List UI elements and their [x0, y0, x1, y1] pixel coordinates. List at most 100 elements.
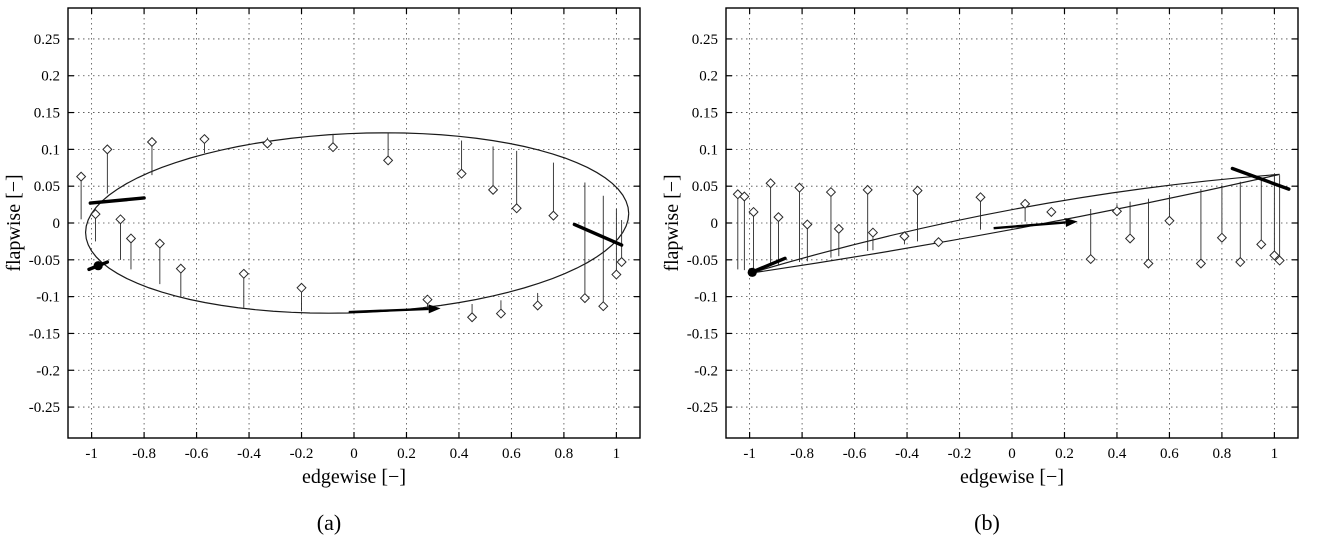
plot-a-canvas: -1 -0.8 -0.6 -0.4 -0.2 0 0.2 0.4 0.6 0.8 1-0.25-0.… — [4, 7, 641, 488]
svg-text:-0.6: -0.6 — [185, 446, 209, 462]
diamond-marker — [1164, 215, 1175, 226]
axis-ticks — [726, 8, 1298, 438]
svg-text:-0.2: -0.2 — [290, 446, 314, 462]
diamond-marker — [532, 300, 543, 311]
svg-text:-0.8: -0.8 — [132, 446, 156, 462]
svg-text:0.4: 0.4 — [1108, 446, 1127, 462]
svg-text:0.15: 0.15 — [692, 106, 718, 122]
svg-text:0.25: 0.25 — [34, 32, 60, 48]
diamond-marker — [154, 238, 165, 249]
svg-text:0.1: 0.1 — [699, 142, 718, 158]
svg-text:-0.2: -0.2 — [36, 363, 60, 379]
diamond-marker — [383, 155, 394, 166]
diamond-marker — [466, 312, 478, 323]
diamond-marker — [773, 212, 784, 223]
diamond-marker — [1274, 255, 1285, 266]
bold-segments — [747, 166, 1291, 275]
svg-text:-0.15: -0.15 — [687, 326, 718, 342]
caption-a: (a) — [316, 510, 342, 535]
diamond-marker — [579, 292, 591, 304]
diamond-marker — [262, 138, 273, 149]
arrowhead — [428, 304, 441, 314]
x-tick-labels: -1 -0.8 -0.6 -0.4 -0.2 0 0.2 0.4 0.6 0.8 1 — [743, 446, 1278, 462]
diamond-marker — [548, 210, 559, 221]
deflection-stems — [76, 133, 627, 323]
diamond-marker — [598, 301, 609, 312]
svg-text:0.1: 0.1 — [41, 142, 60, 158]
diamond-marker — [899, 231, 910, 242]
svg-text:0.2: 0.2 — [41, 69, 60, 85]
svg-text:0.05: 0.05 — [692, 179, 718, 195]
x-tick-labels: -1 -0.8 -0.6 -0.4 -0.2 0 0.2 0.4 0.6 0.8 1 — [85, 446, 620, 462]
svg-text:0.15: 0.15 — [34, 106, 60, 122]
diamond-marker — [175, 263, 186, 274]
svg-text:0: 0 — [711, 216, 719, 232]
diamond-marker — [912, 185, 923, 196]
diamond-marker — [1020, 198, 1031, 209]
diamond-marker — [456, 168, 467, 179]
diamond-marker — [102, 144, 113, 155]
diamond-marker — [748, 206, 759, 218]
diamond-marker — [115, 214, 126, 225]
start-marker — [747, 267, 757, 277]
svg-text:0.2: 0.2 — [1055, 446, 1074, 462]
y-axis-label: flapwise [−] — [4, 174, 25, 271]
diamond-marker — [1124, 233, 1136, 244]
diamond-marker — [1195, 258, 1207, 269]
svg-text:-1: -1 — [85, 446, 98, 462]
svg-text:0: 0 — [1008, 446, 1016, 462]
diamond-marker — [975, 192, 986, 203]
svg-text:0: 0 — [350, 446, 358, 462]
svg-text:0.2: 0.2 — [397, 446, 416, 462]
orbit-curve — [84, 132, 630, 314]
diamond-marker — [1111, 206, 1123, 217]
diamond-marker — [146, 136, 158, 148]
diamond-marker — [199, 133, 210, 145]
diamond-marker — [825, 186, 837, 198]
svg-text:-0.1: -0.1 — [694, 290, 718, 306]
grid — [68, 8, 640, 438]
svg-text:-0.4: -0.4 — [895, 446, 919, 462]
diamond-marker — [833, 223, 844, 234]
diamond-marker — [1256, 239, 1267, 250]
svg-text:0: 0 — [53, 216, 61, 232]
plot-b: -1 -0.8 -0.6 -0.4 -0.2 0 0.2 0.4 0.6 0.8 1 -0.25 -0.… — [658, 0, 1316, 549]
x-axis-label: edgewise [−] — [302, 466, 406, 488]
axis-labels: edgewise [−] flapwise [−] — [4, 174, 406, 488]
diamond-marker — [611, 269, 622, 280]
axis-ticks — [68, 8, 640, 438]
bold-segments — [87, 196, 624, 272]
diamond-marker — [794, 182, 805, 193]
diamond-marker — [862, 184, 873, 195]
svg-text:-0.8: -0.8 — [790, 446, 814, 462]
diamond-marker — [1085, 253, 1096, 265]
grid — [726, 8, 1298, 438]
diamond-marker — [1143, 258, 1154, 269]
diamond-marker — [802, 219, 813, 230]
svg-text:-0.15: -0.15 — [29, 326, 60, 342]
direction-arrows — [348, 304, 441, 314]
svg-text:0.05: 0.05 — [34, 179, 60, 195]
diamond-marker — [867, 227, 879, 238]
plot-b-canvas: -1 -0.8 -0.6 -0.4 -0.2 0 0.2 0.4 0.6 0.8 1-0.25-0.… — [662, 7, 1299, 488]
diamond-marker — [487, 184, 499, 195]
svg-text:-0.2: -0.2 — [694, 363, 718, 379]
svg-text:-0.2: -0.2 — [948, 446, 972, 462]
diamond-marker — [327, 142, 339, 153]
diamond-marker — [1046, 206, 1057, 218]
diamond-marker — [422, 294, 433, 305]
svg-text:-0.25: -0.25 — [29, 400, 60, 416]
diamond-marker — [495, 308, 507, 319]
diamond-marker — [1269, 250, 1280, 261]
svg-text:0.8: 0.8 — [555, 446, 574, 462]
y-tick-labels: -0.25 -0.2 -0.15 -0.1 -0.05 0 0.05 0.1 0.15 0.2 0.… — [687, 32, 718, 416]
svg-text:-0.05: -0.05 — [29, 253, 60, 269]
svg-text:1: 1 — [613, 446, 621, 462]
svg-text:-0.05: -0.05 — [687, 253, 718, 269]
caption-b: (b) — [974, 510, 1000, 535]
diamond-marker — [238, 268, 249, 279]
svg-text:0.25: 0.25 — [692, 32, 718, 48]
diamond-marker — [765, 178, 776, 189]
svg-text:0.6: 0.6 — [1160, 446, 1179, 462]
